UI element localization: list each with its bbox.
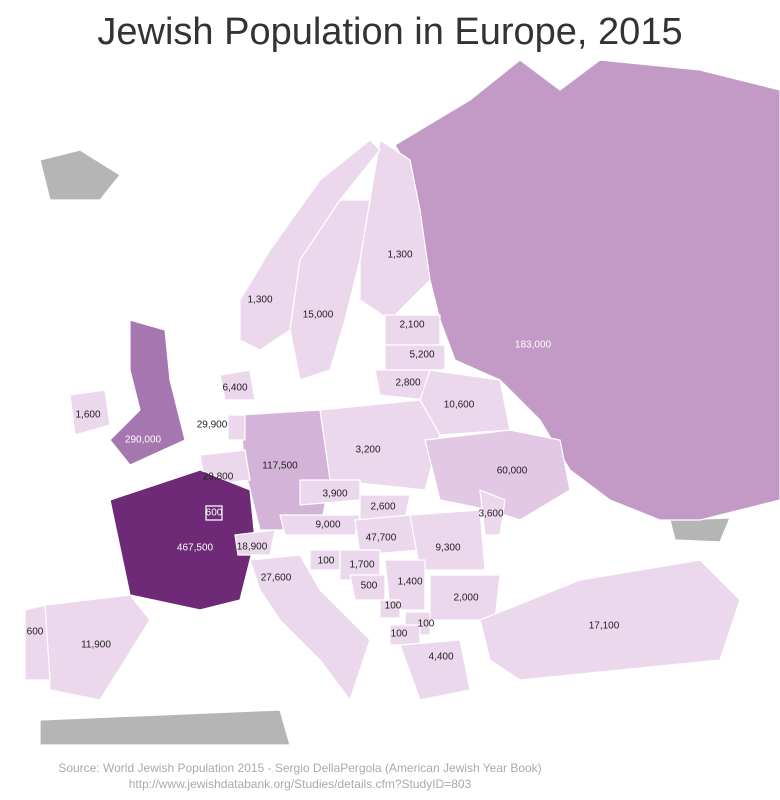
region-label: 18,900: [237, 542, 268, 553]
region-label: 6,400: [222, 383, 247, 394]
region: [279, 514, 361, 536]
region: [249, 554, 371, 702]
region-label: 3,900: [322, 489, 347, 500]
region-label: 3,200: [355, 445, 380, 456]
region-label: 100: [391, 629, 408, 640]
region-label: 600: [206, 508, 223, 519]
region: [289, 199, 371, 381]
region-label: 1,300: [387, 250, 412, 261]
region: [109, 319, 186, 466]
title: Jewish Population in Europe, 2015: [97, 11, 682, 53]
region-label: 117,500: [262, 461, 298, 472]
caucasus: [669, 517, 731, 543]
region-label: 2,800: [395, 378, 420, 389]
region: [24, 604, 51, 681]
region-label: 2,600: [370, 502, 395, 513]
region: [234, 529, 276, 556]
region-label: 1,400: [397, 577, 422, 588]
iceland: [39, 149, 121, 201]
region: [219, 369, 256, 401]
region-label: 290,000: [125, 435, 162, 446]
region-label: 600: [27, 627, 44, 638]
region-label: 467,500: [177, 543, 214, 554]
region-label: 4,400: [428, 652, 453, 663]
region-label: 10,600: [444, 400, 475, 411]
region: [394, 59, 780, 521]
region: [205, 505, 223, 521]
region: [479, 559, 741, 681]
region-label: 9,300: [435, 543, 460, 554]
region-label: 3,600: [478, 509, 503, 520]
source: Source: World Jewish Population 2015 - S…: [58, 761, 541, 775]
region-label: 5,200: [409, 350, 434, 361]
region: [409, 509, 486, 571]
region-label: 27,600: [261, 573, 292, 584]
region: [379, 599, 401, 619]
labels: 183,000 1,300 1,300 15,000 2,100 5,200 2,800 10…: [27, 250, 620, 663]
north-africa: [39, 709, 291, 746]
region-label: 60,000: [497, 466, 528, 477]
region-label: 500: [361, 581, 378, 592]
region-label: 29,900: [197, 420, 228, 431]
region-label: 1,700: [349, 560, 374, 571]
region-label: 17,100: [589, 621, 620, 632]
region: [419, 369, 511, 436]
region: [384, 344, 446, 371]
region: [479, 489, 506, 536]
region-label: 1,300: [247, 295, 272, 306]
region: [424, 429, 571, 521]
region-label: 47,700: [366, 533, 397, 544]
region-label: 100: [418, 619, 435, 630]
region-label: 15,000: [303, 310, 334, 321]
region-label: 2,000: [453, 593, 478, 604]
region-label: 29,800: [203, 472, 234, 483]
region-label: 1,600: [75, 410, 100, 421]
source-url: http://www.jewishdatabank.org/Studies/de…: [129, 777, 472, 791]
region-label: 183,000: [515, 340, 552, 351]
region-label: 11,900: [81, 640, 111, 651]
region-label: 100: [385, 601, 402, 612]
region-label: 2,100: [399, 320, 424, 331]
region: [227, 414, 246, 441]
region: [384, 559, 426, 611]
land: [24, 59, 780, 746]
region: [69, 389, 111, 436]
region: [399, 639, 471, 701]
region: [109, 469, 256, 611]
region-label: 100: [318, 556, 335, 567]
region-label: 9,000: [315, 520, 340, 531]
